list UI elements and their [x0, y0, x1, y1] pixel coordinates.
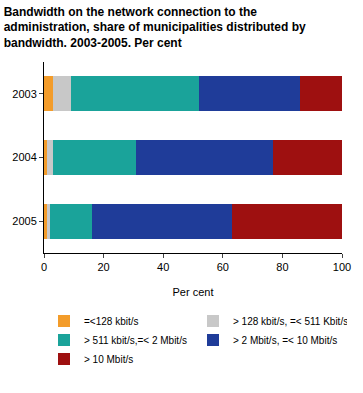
svg-text:40: 40: [157, 261, 169, 273]
svg-text:2005: 2005: [12, 215, 36, 227]
svg-text:> 2 Mbit/s, =< 10 Mbit/s: > 2 Mbit/s, =< 10 Mbit/s: [233, 335, 337, 346]
svg-text:> 128 kbit/s, =< 511 Kbit/s: > 128 kbit/s, =< 511 Kbit/s: [233, 316, 347, 327]
svg-text:80: 80: [276, 261, 288, 273]
svg-text:=<128 kbit/s: =<128 kbit/s: [84, 316, 138, 327]
svg-text:20: 20: [97, 261, 109, 273]
svg-text:Bandwidth on the network conne: Bandwidth on the network connection to t…: [4, 5, 306, 50]
svg-text:Per cent: Per cent: [173, 286, 214, 298]
svg-text:> 511 kbit/s,=< 2 Mbit/s: > 511 kbit/s,=< 2 Mbit/s: [84, 335, 187, 346]
svg-text:60: 60: [217, 261, 229, 273]
svg-text:2004: 2004: [12, 151, 36, 163]
svg-text:> 10 Mbit/s: > 10 Mbit/s: [84, 354, 133, 365]
svg-text:100: 100: [333, 261, 351, 273]
svg-text:0: 0: [41, 261, 47, 273]
svg-text:2003: 2003: [12, 88, 36, 100]
